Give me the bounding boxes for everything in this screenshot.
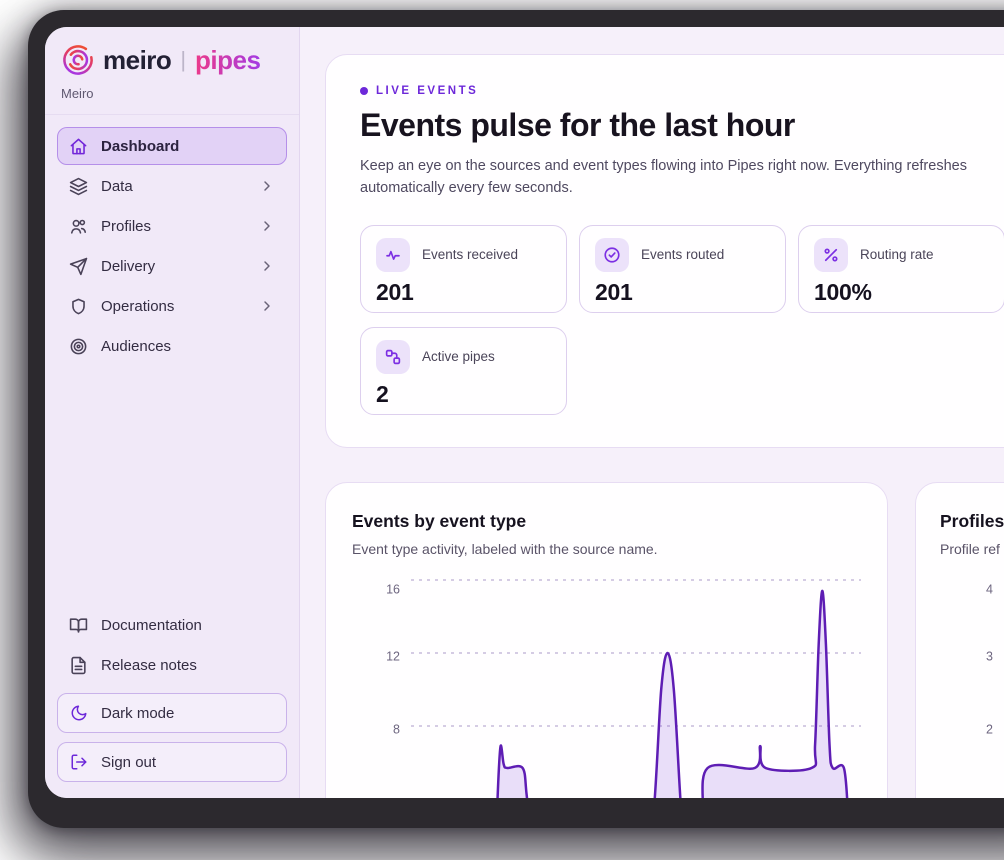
dark-mode-label: Dark mode <box>101 704 175 722</box>
sidebar-item-profiles[interactable]: Profiles <box>57 207 287 245</box>
file-text-icon <box>69 656 88 675</box>
app-screen: meiro | pipes Meiro Dashboard D <box>45 27 1004 798</box>
sign-out-button[interactable]: Sign out <box>57 742 287 782</box>
hero-card: LIVE EVENTS Events pulse for the last ho… <box>325 54 1004 448</box>
stat-card-events-received: Events received 201 <box>360 224 567 313</box>
live-events-label: LIVE EVENTS <box>376 85 479 97</box>
stat-value: 201 <box>595 278 633 305</box>
chevron-right-icon <box>259 178 275 194</box>
stat-label: Routing rate <box>860 247 934 262</box>
activity-icon <box>376 237 410 272</box>
page-title: Events pulse for the last hour <box>360 107 795 143</box>
sidebar-item-label: Delivery <box>101 257 156 275</box>
area-fill <box>497 590 848 798</box>
live-events-badge: LIVE EVENTS <box>360 85 1004 97</box>
stat-value: 201 <box>376 278 414 305</box>
chart-subtitle: Event type activity, labeled with the so… <box>352 541 658 557</box>
users-icon <box>69 217 88 236</box>
workflow-icon <box>376 339 410 374</box>
chart-title: Events by event type <box>352 511 527 531</box>
sidebar-item-release-notes[interactable]: Release notes <box>57 646 287 684</box>
y-tick: 12 <box>386 649 400 663</box>
stats-grid: Events received 201 Events routed 201 <box>360 224 1004 415</box>
stat-card-routing-rate: Routing rate 100% <box>798 224 1004 313</box>
sign-out-label: Sign out <box>101 753 157 771</box>
main-content: LIVE EVENTS Events pulse for the last ho… <box>300 27 1004 798</box>
events-chart-card: Events by event type Event type activity… <box>325 482 888 798</box>
profiles-chart-card: Profiles Profile ref 4 3 2 <box>915 482 1004 798</box>
y-tick: 2 <box>986 722 993 736</box>
chevron-right-icon <box>259 298 275 314</box>
brand-name: meiro <box>103 44 172 75</box>
stat-label: Events routed <box>641 247 725 262</box>
y-tick: 4 <box>986 582 993 596</box>
device-frame: meiro | pipes Meiro Dashboard D <box>28 10 1004 828</box>
y-tick: 16 <box>386 582 400 596</box>
sidebar-item-label: Release notes <box>101 656 197 674</box>
chart-subtitle: Profile ref <box>940 541 1000 557</box>
page-subtitle: Keep an eye on the sources and event typ… <box>360 158 967 196</box>
brand-logo[interactable]: meiro | pipes <box>61 43 283 77</box>
sidebar-header: meiro | pipes Meiro <box>45 27 299 115</box>
sidebar-item-operations[interactable]: Operations <box>57 287 287 325</box>
y-tick: 8 <box>393 722 400 736</box>
stat-label: Active pipes <box>422 349 495 364</box>
sidebar-item-label: Documentation <box>101 616 202 634</box>
sidebar-nav: Dashboard Data Profiles <box>45 115 299 379</box>
stat-label: Events received <box>422 247 519 262</box>
meiro-logo-icon <box>61 43 95 77</box>
sidebar-footer: Documentation Release notes Dark mode <box>45 592 299 798</box>
live-dot-icon <box>360 87 368 95</box>
moon-icon <box>70 704 88 722</box>
stat-card-active-pipes: Active pipes 2 <box>360 326 567 415</box>
profiles-area-chart: 4 3 2 <box>986 582 993 736</box>
check-circle-icon <box>595 237 629 272</box>
chevron-right-icon <box>259 258 275 274</box>
sidebar-item-audiences[interactable]: Audiences <box>57 327 287 365</box>
sidebar-item-data[interactable]: Data <box>57 167 287 205</box>
events-area-chart: 16 12 8 <box>386 579 861 798</box>
sidebar-item-label: Data <box>101 177 133 195</box>
send-icon <box>69 257 88 276</box>
book-open-icon <box>69 616 88 635</box>
chevron-right-icon <box>259 218 275 234</box>
log-out-icon <box>70 753 88 771</box>
chart-title: Profiles <box>940 511 1004 531</box>
stat-card-events-routed: Events routed 201 <box>579 224 786 313</box>
layers-icon <box>69 177 88 196</box>
sidebar-item-documentation[interactable]: Documentation <box>57 606 287 644</box>
sidebar-item-label: Profiles <box>101 217 152 235</box>
stat-value: 2 <box>376 380 389 407</box>
target-icon <box>69 337 88 356</box>
sidebar-item-delivery[interactable]: Delivery <box>57 247 287 285</box>
shield-icon <box>69 297 88 316</box>
workspace-label: Meiro <box>61 86 94 101</box>
stat-value: 100% <box>814 278 872 305</box>
sidebar-item-label: Audiences <box>101 337 172 355</box>
dark-mode-button[interactable]: Dark mode <box>57 693 287 733</box>
sidebar-item-label: Operations <box>101 297 175 315</box>
home-icon <box>69 137 88 156</box>
brand-separator: | <box>180 47 187 72</box>
sidebar-item-label: Dashboard <box>101 137 180 155</box>
events-chart: 16 12 8 <box>352 573 861 798</box>
sidebar: meiro | pipes Meiro Dashboard D <box>45 27 300 798</box>
brand-product: pipes <box>195 44 261 75</box>
area-line <box>496 589 849 798</box>
sidebar-item-dashboard[interactable]: Dashboard <box>57 127 287 165</box>
profiles-chart: 4 3 2 <box>940 573 1004 798</box>
y-tick: 3 <box>986 649 993 663</box>
percent-icon <box>814 237 848 272</box>
